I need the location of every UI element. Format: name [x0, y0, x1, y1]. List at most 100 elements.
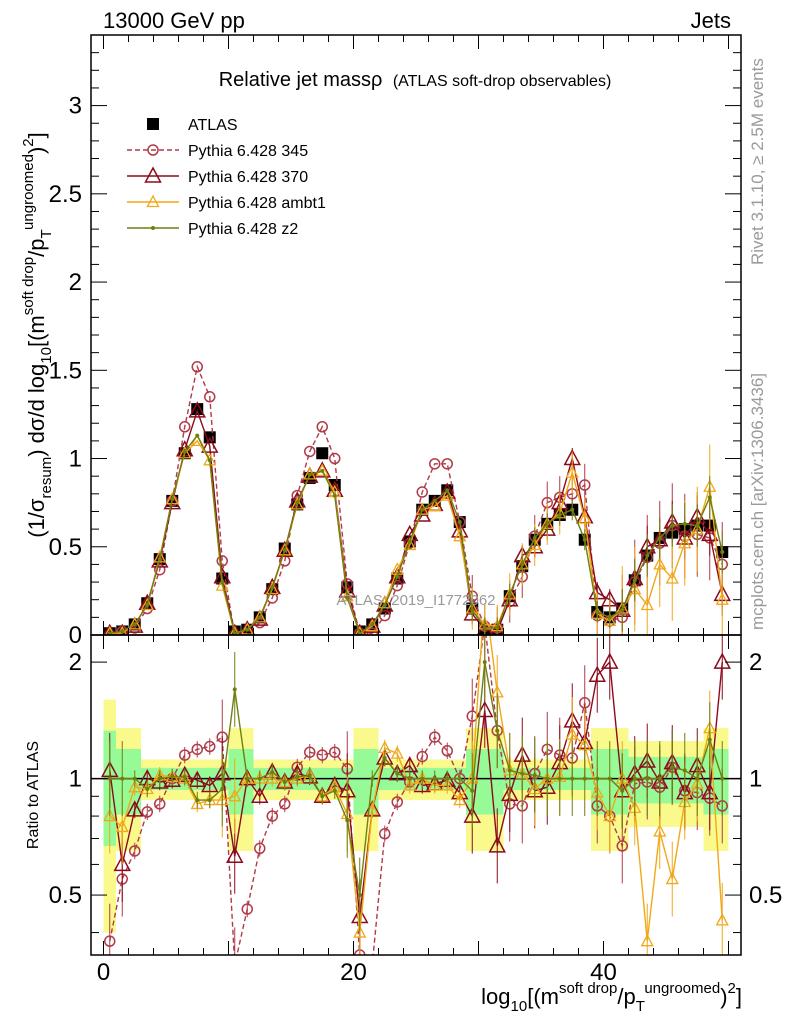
data-point: [278, 542, 292, 556]
ratio-point: [207, 798, 212, 803]
ratio-point: [420, 776, 425, 781]
data-point: [165, 491, 179, 505]
ratio-point: [557, 776, 562, 781]
data-point: [429, 458, 441, 470]
data-point: [240, 622, 254, 635]
ratio-point: [228, 788, 242, 802]
ratio-point: [282, 779, 287, 784]
ratio-point: [115, 819, 129, 833]
data-point: [607, 615, 612, 620]
data-point: [632, 578, 637, 583]
ratio-point: [367, 960, 377, 970]
data-point: [700, 524, 719, 542]
ratio-point: [379, 828, 391, 840]
ratio-point: [682, 768, 687, 773]
ratio-y-tick-label: 2: [69, 649, 82, 676]
data-point: [678, 535, 692, 549]
ratio-point: [545, 776, 550, 781]
ratio-y-tick-label: 0.5: [49, 882, 82, 909]
data-point: [188, 401, 207, 418]
data-point: [295, 500, 300, 505]
ratio-point: [407, 776, 412, 781]
ratio-point: [653, 824, 667, 837]
data-point: [432, 498, 437, 503]
data-point: [620, 608, 625, 613]
series-line: [109, 434, 723, 635]
y-tick-label: 2.5: [49, 181, 82, 208]
data-point: [257, 615, 262, 620]
x-tick-label: 20: [340, 959, 367, 986]
ratio-point: [329, 746, 341, 758]
ratio-point: [488, 836, 507, 853]
legend-item: Pythia 6.428 z2: [127, 221, 298, 238]
data-point: [441, 458, 453, 470]
data-point: [340, 588, 354, 602]
ratio-point: [403, 778, 417, 791]
data-point: [215, 578, 229, 591]
data-point: [428, 498, 442, 512]
data-point: [132, 622, 137, 627]
ratio-point: [316, 749, 328, 761]
data-point: [495, 625, 500, 630]
data-point: [140, 597, 154, 611]
legend-marker: [147, 144, 159, 156]
ratio-point: [257, 776, 262, 781]
header-left: 13000 GeV pp: [103, 8, 245, 33]
data-point: [353, 623, 366, 635]
ratio-point: [600, 652, 619, 669]
data-point: [282, 548, 287, 553]
legend-label: Pythia 6.428 370: [188, 169, 308, 186]
data-point: [470, 608, 475, 613]
data-point: [507, 592, 512, 597]
ratio-point: [390, 746, 404, 759]
data-point: [482, 625, 487, 630]
ratio-point: [220, 786, 225, 791]
ratio-point: [707, 737, 712, 742]
data-point: [388, 567, 407, 584]
data-point: [378, 595, 392, 609]
data-point: [557, 513, 562, 517]
chart-title: Relative jet massρ (ATLAS soft-drop obse…: [219, 69, 612, 91]
data-point: [579, 479, 591, 491]
data-point: [316, 447, 329, 460]
data-point: [182, 449, 187, 454]
y-tick-label: 0: [69, 622, 82, 649]
data-point: [103, 627, 116, 635]
ratio-point: [482, 660, 487, 665]
ratio-point: [453, 792, 467, 806]
legend-item: ATLAS: [147, 117, 238, 134]
ratio-y-axis-label: Ratio to ATLAS: [25, 741, 42, 849]
data-point: [239, 620, 256, 635]
ratio-point: [170, 774, 175, 779]
data-point: [315, 463, 329, 477]
ratio-point: [532, 773, 537, 778]
data-point: [353, 625, 366, 635]
ratio-point: [582, 776, 587, 781]
ratio-point: [595, 776, 600, 781]
y-tick-label: 3: [69, 93, 82, 120]
data-point: [253, 609, 267, 623]
ratio-point: [695, 776, 700, 781]
ratio-panel-frame: [90, 634, 742, 956]
ratio-line: [109, 635, 723, 955]
legend-label: Pythia 6.428 z2: [188, 221, 298, 238]
data-point: [695, 523, 700, 528]
ratio-y-tick-label-right: 1: [749, 766, 762, 793]
ratio-y-tick-label-right: 0.5: [749, 882, 782, 909]
ratio-point: [382, 756, 387, 761]
ratio-point: [103, 808, 117, 822]
ratio-point: [475, 700, 494, 718]
ratio-line: [109, 635, 723, 942]
ratio-point: [307, 773, 312, 778]
data-point: [445, 488, 450, 493]
data-point: [420, 507, 425, 512]
rivet-version-text: Rivet 3.1.10, ≥ 2.5M events: [748, 58, 767, 265]
ratio-point: [588, 665, 607, 682]
ratio-point: [225, 846, 244, 863]
y-tick-label: 0.5: [49, 534, 82, 561]
data-point: [453, 528, 467, 542]
data-point: [128, 617, 142, 630]
data-point: [391, 579, 403, 592]
data-point: [265, 581, 279, 595]
data-point: [270, 585, 275, 590]
